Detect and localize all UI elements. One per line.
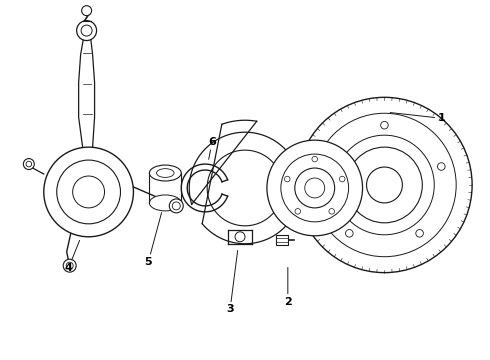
Text: 3: 3 [226, 251, 238, 315]
Circle shape [81, 25, 92, 36]
Text: 1: 1 [390, 113, 445, 123]
Circle shape [335, 135, 434, 235]
Circle shape [169, 199, 183, 213]
Circle shape [235, 232, 245, 242]
Circle shape [82, 6, 92, 15]
Text: 2: 2 [284, 267, 292, 306]
Ellipse shape [149, 195, 181, 211]
Circle shape [267, 140, 363, 236]
Circle shape [345, 230, 353, 237]
Circle shape [295, 168, 335, 208]
Ellipse shape [156, 168, 174, 177]
Circle shape [340, 176, 345, 182]
Circle shape [297, 97, 472, 273]
Circle shape [281, 154, 348, 222]
Text: 6: 6 [208, 137, 216, 159]
Circle shape [305, 178, 325, 198]
Circle shape [76, 21, 97, 41]
Circle shape [313, 113, 456, 257]
Circle shape [438, 163, 445, 170]
Text: 5: 5 [145, 212, 162, 267]
Circle shape [44, 147, 133, 237]
Circle shape [57, 160, 121, 224]
Circle shape [367, 167, 402, 203]
FancyBboxPatch shape [276, 235, 288, 245]
Circle shape [346, 147, 422, 223]
Text: 4: 4 [65, 240, 79, 273]
Circle shape [24, 159, 34, 170]
Circle shape [66, 262, 73, 269]
Circle shape [329, 208, 335, 214]
Circle shape [73, 176, 104, 208]
Circle shape [295, 208, 300, 214]
Ellipse shape [149, 165, 181, 181]
Circle shape [285, 176, 290, 182]
Circle shape [26, 161, 32, 167]
Circle shape [172, 202, 180, 210]
Circle shape [312, 156, 318, 162]
Circle shape [324, 163, 331, 170]
Circle shape [416, 230, 423, 237]
Circle shape [63, 259, 76, 272]
Circle shape [381, 121, 388, 129]
